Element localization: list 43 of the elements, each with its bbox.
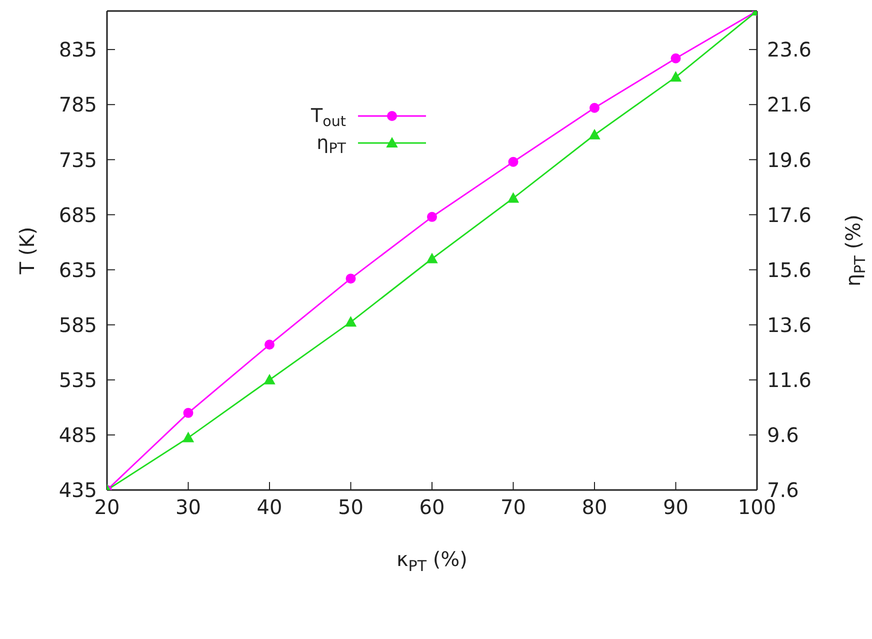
y2-tick-label: 11.6 [767, 368, 812, 392]
x-tick-label: 70 [500, 495, 526, 520]
point [590, 102, 600, 113]
point [182, 432, 194, 442]
point [345, 316, 356, 327]
y-tick-label: 435 [58, 478, 97, 502]
y-tick-label: 735 [58, 148, 97, 172]
legend-label: η$_{PT}$ [316, 132, 346, 158]
y-tick-label: 685 [58, 202, 97, 227]
y2-tick-label: 17.6 [767, 202, 812, 227]
x-tick-label: 40 [256, 495, 282, 520]
point [427, 212, 437, 222]
x-axis-title: κ$_{PT}$ (%) [396, 547, 468, 574]
point [508, 192, 519, 203]
x-tick-label: 50 [338, 495, 364, 520]
y2-tick-label: 13.6 [767, 312, 812, 337]
y2-tick-label: 9.6 [767, 423, 799, 448]
y-tick-label: 535 [58, 368, 97, 392]
y2-tick-label: 15.6 [767, 258, 812, 282]
y2-tick-label: 23.6 [767, 38, 812, 62]
y2-tick-label: 21.6 [767, 92, 812, 117]
point [426, 253, 438, 264]
y-tick-label: 635 [58, 258, 97, 282]
point [264, 340, 274, 350]
y-tick-label: 485 [58, 423, 97, 448]
point [670, 72, 682, 82]
x-tick-label: 90 [663, 495, 688, 520]
y-tick-label: 835 [58, 38, 97, 62]
point [670, 53, 681, 64]
x-tick-label: 20 [94, 495, 120, 520]
x-tick-label: 60 [419, 495, 445, 520]
x-tick-label: 80 [582, 495, 608, 520]
y2-tick-label: 19.6 [767, 148, 812, 172]
point [508, 156, 518, 167]
legend-label: T$_{out}$ [310, 105, 346, 130]
y-tick-label: 785 [58, 92, 97, 117]
point [346, 274, 356, 284]
y-tick-label: 585 [58, 312, 97, 337]
x-tick-label: 30 [176, 495, 201, 520]
point [589, 129, 600, 140]
point [264, 374, 275, 384]
y-axis-title: T (K) [15, 226, 39, 276]
point [183, 408, 194, 418]
